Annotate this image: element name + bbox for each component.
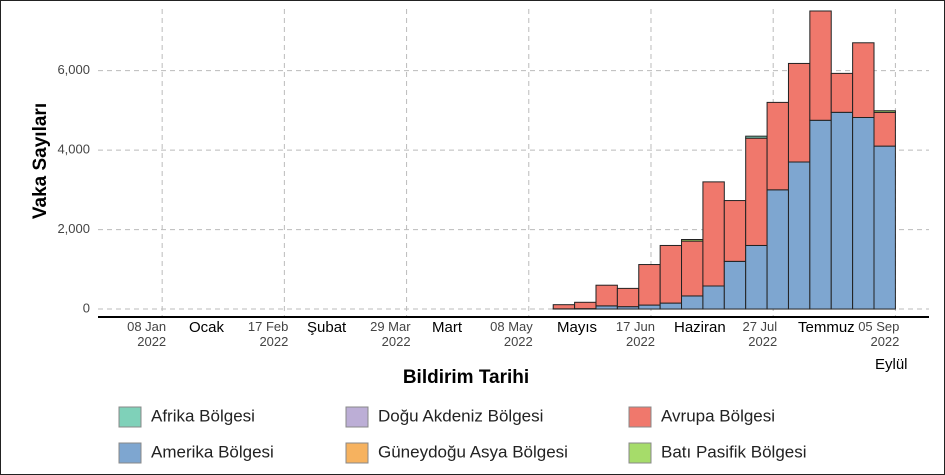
month-annotation: Temmuz [798,319,855,336]
legend-swatch [345,406,369,428]
x-tick-label: 29 Mar 2022 [370,319,411,349]
bar-segment [766,101,789,191]
x-tick-label: 17 Feb 2022 [247,319,289,349]
bar-segment [830,72,854,113]
bar-segment [574,301,597,310]
legend-swatch [118,442,142,464]
bar-segment [659,302,683,310]
x-tick-label: 17 Jun 2022 [615,319,655,349]
bar-segment [809,119,832,310]
y-tick-label: 6,000 [57,62,90,77]
month-annotation: Mayıs [557,319,598,336]
bar-segment [852,42,875,118]
bar-segment [616,287,640,308]
legend-label: Doğu Akdeniz Bölgesi [378,406,543,425]
month-annotation: Ocak [189,319,225,336]
month-annotation: Eylül [875,356,908,373]
bar-segment [595,284,618,307]
bar-segment [702,285,725,310]
bar-segment [873,110,896,113]
bar-segment [809,10,832,121]
legend-swatch [118,406,142,428]
bar-segment [681,240,704,297]
legend-label: Amerika Bölgesi [151,442,274,461]
month-annotation: Şubat [307,319,347,336]
legend-label: Güneydoğu Asya Bölgesi [378,442,568,461]
x-tick-label: 08 Jan 2022 [127,319,167,349]
bar-segment [873,145,896,310]
bar-segment [638,304,661,310]
x-tick-label: 27 Jul 2022 [742,319,778,349]
y-tick-label: 2,000 [57,221,90,236]
bar-segment [638,264,661,306]
bar-segment [552,304,576,310]
legend-label: Avrupa Bölgesi [661,406,775,425]
y-tick-label: 4,000 [57,142,90,157]
month-annotation: Haziran [674,319,726,336]
bar-segment [830,111,854,310]
bar-segment [787,161,811,310]
bar-segment [787,62,811,163]
legend-swatch [628,406,652,428]
bar-segment [873,111,896,147]
bar-segment [745,137,768,246]
bar-segment [766,189,789,310]
bar-segment [745,135,768,139]
bar-segment [723,260,747,310]
legend-swatch [628,442,652,464]
bar-segment [659,244,683,304]
y-axis-label: Vaka Sayıları [30,103,51,219]
legend-swatch [345,442,369,464]
legend-label: Afrika Bölgesi [151,406,255,425]
bar-segment [852,116,875,310]
x-tick-label: 05 Sep 2022 [858,319,900,349]
x-axis-label: Bildirim Tarihi [403,367,529,388]
bar-segment [681,295,704,310]
legend-label: Batı Pasifik Bölgesi [661,442,807,461]
bar-segment [681,239,704,242]
bar-segment [702,181,725,287]
x-tick-label: 08 May 2022 [490,319,533,349]
y-tick-label: 0 [83,300,90,315]
bar-segment [723,200,747,262]
bar-segment [745,244,768,310]
month-annotation: Mart [432,319,462,336]
